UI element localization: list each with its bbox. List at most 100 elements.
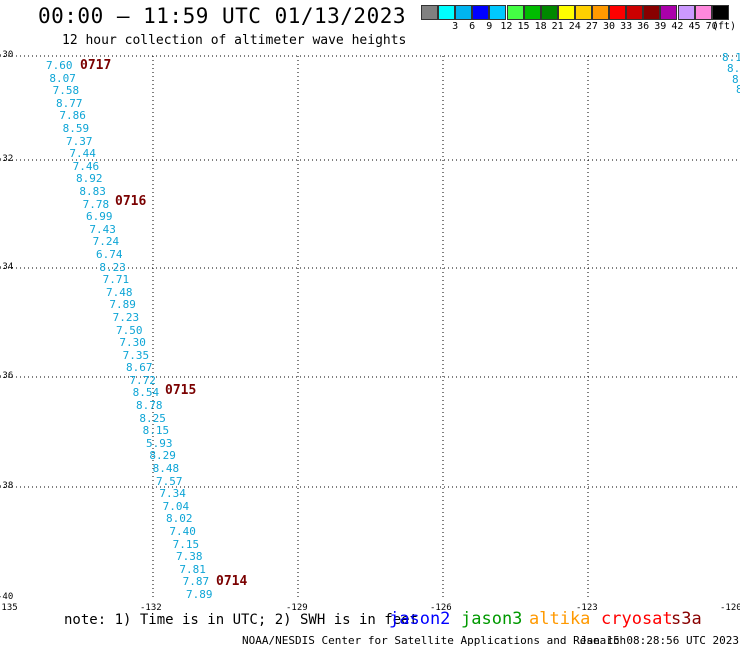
- wave-height-value: 8.67: [126, 361, 153, 375]
- edge-wave-height-value: 8: [732, 73, 739, 86]
- lat-label: -32: [0, 154, 14, 164]
- wave-height-value: 7.35: [122, 348, 150, 362]
- legend-swatch: [677, 5, 695, 20]
- legend-swatch: [574, 5, 592, 20]
- wave-height-value: 8.48: [152, 462, 180, 476]
- satellite-name: jason2: [389, 609, 451, 629]
- satellite-name: jason3: [461, 609, 523, 629]
- legend-tick-label: 12: [500, 21, 513, 32]
- legend-swatch: [421, 5, 438, 20]
- legend-swatch: [438, 5, 456, 20]
- revolution-label: 0714: [216, 574, 248, 589]
- wave-height-value: 7.57: [156, 474, 183, 488]
- credit-line: NOAA/NESDIS Center for Satellite Applica…: [242, 634, 627, 647]
- edge-wave-height-value: 8.1: [722, 51, 740, 64]
- legend-swatch: [489, 5, 507, 20]
- lon-label: -126: [430, 603, 452, 613]
- legend-swatch: [506, 5, 524, 20]
- satellite-name: cryosat: [601, 609, 673, 629]
- wave-height-value: 7.81: [179, 562, 206, 576]
- legend-tick-label: 42: [671, 21, 684, 32]
- wave-height-value: 8.78: [136, 399, 163, 413]
- wave-height-value: 7.72: [129, 373, 156, 387]
- edge-wave-height-value: 8: [736, 83, 740, 96]
- wave-height-value: 7.89: [186, 588, 213, 601]
- legend-tick-label: 21: [551, 21, 564, 32]
- wave-height-value: 5.93: [146, 436, 173, 450]
- legend-tick-label: 27: [585, 21, 598, 32]
- wave-height-value: 8.25: [139, 411, 166, 425]
- legend-swatch: [660, 5, 678, 20]
- wave-height-value: 7.40: [169, 525, 196, 539]
- legend-swatch: [711, 5, 729, 20]
- wave-height-value: 7.04: [162, 499, 190, 513]
- legend-swatch: [523, 5, 541, 20]
- lon-label: -135: [0, 603, 18, 613]
- wave-height-value: 7.60: [46, 59, 73, 72]
- legend-swatch: [472, 5, 490, 20]
- legend-tick-label: 33: [620, 21, 633, 32]
- legend-swatch: [455, 5, 473, 20]
- lon-label: -120: [720, 603, 740, 613]
- legend-swatch: [626, 5, 644, 20]
- revolution-label: 0715: [165, 383, 197, 398]
- lon-label: -129: [286, 603, 308, 613]
- wave-height-value: 7.34: [159, 487, 186, 501]
- wave-height-value: 8.02: [166, 512, 193, 526]
- legend-swatch: [557, 5, 575, 20]
- wave-height-value: 7.46: [72, 159, 100, 173]
- revolution-label: 0717: [80, 58, 112, 73]
- wave-height-value: 7.43: [89, 222, 116, 236]
- legend-tick-label: 3: [452, 21, 459, 32]
- lon-label: -123: [576, 603, 598, 613]
- lat-label: -34: [0, 262, 14, 272]
- wave-height-value: 7.30: [119, 336, 146, 350]
- legend-swatch: [609, 5, 627, 20]
- wave-height-value: 8.83: [79, 184, 106, 198]
- wave-height-value: 7.38: [176, 550, 203, 564]
- page-subtitle: 12 hour collection of altimeter wave hei…: [62, 33, 407, 48]
- legend-tick-label: 24: [568, 21, 581, 32]
- wave-height-value: 6.74: [96, 247, 123, 261]
- wave-height-value: 8.59: [62, 121, 90, 135]
- wave-height-value: 8.15: [142, 424, 170, 438]
- legend-tick-label: 39: [654, 21, 667, 32]
- legend-tick-label: 36: [637, 21, 650, 32]
- legend-swatch: [694, 5, 712, 20]
- page-title: 00:00 – 11:59 UTC 01/13/2023: [38, 4, 407, 28]
- lon-label: -132: [140, 603, 162, 613]
- legend-tick-label: 70: [705, 21, 718, 32]
- wave-height-value: 6.99: [86, 210, 113, 224]
- wave-height-value: 7.44: [69, 147, 96, 161]
- wave-height-value: 8.77: [56, 96, 83, 110]
- legend-unit: (ft): [712, 21, 737, 32]
- legend-tick-label: 30: [602, 21, 616, 32]
- wave-height-value: 7.86: [59, 109, 86, 123]
- wave-height-value: 7.89: [109, 298, 136, 312]
- lat-label: -40: [0, 592, 14, 602]
- legend-swatch: [592, 5, 609, 20]
- wave-height-value: 8.54: [132, 386, 160, 400]
- lat-label: -30: [0, 50, 14, 60]
- lat-label: -38: [0, 481, 14, 491]
- edge-wave-height-value: 8.: [727, 62, 740, 75]
- legend-tick-label: 45: [688, 21, 701, 32]
- generated-timestamp: Jan 15 08:28:56 UTC 2023: [580, 634, 739, 647]
- legend-tick-label: 18: [534, 21, 547, 32]
- wave-height-value: 7.48: [106, 285, 133, 299]
- wave-height-value: 8.23: [99, 260, 126, 274]
- wave-height-value: 7.58: [52, 84, 80, 98]
- legend-tick-label: 15: [517, 21, 530, 32]
- wave-height-value: 7.23: [112, 310, 140, 324]
- revolution-label: 0716: [115, 194, 147, 209]
- wave-height-value: 7.78: [82, 197, 110, 211]
- wave-height-value: 8.92: [76, 172, 103, 186]
- units-note: note: 1) Time is in UTC; 2) SWH is in fe…: [64, 612, 419, 628]
- wave-height-value: 7.87: [182, 575, 210, 589]
- wave-height-value: 7.24: [92, 235, 120, 249]
- satellite-name: altika: [529, 609, 591, 629]
- legend-swatch: [643, 5, 661, 20]
- wave-height-value: 7.50: [116, 323, 143, 337]
- legend-swatch: [540, 5, 558, 20]
